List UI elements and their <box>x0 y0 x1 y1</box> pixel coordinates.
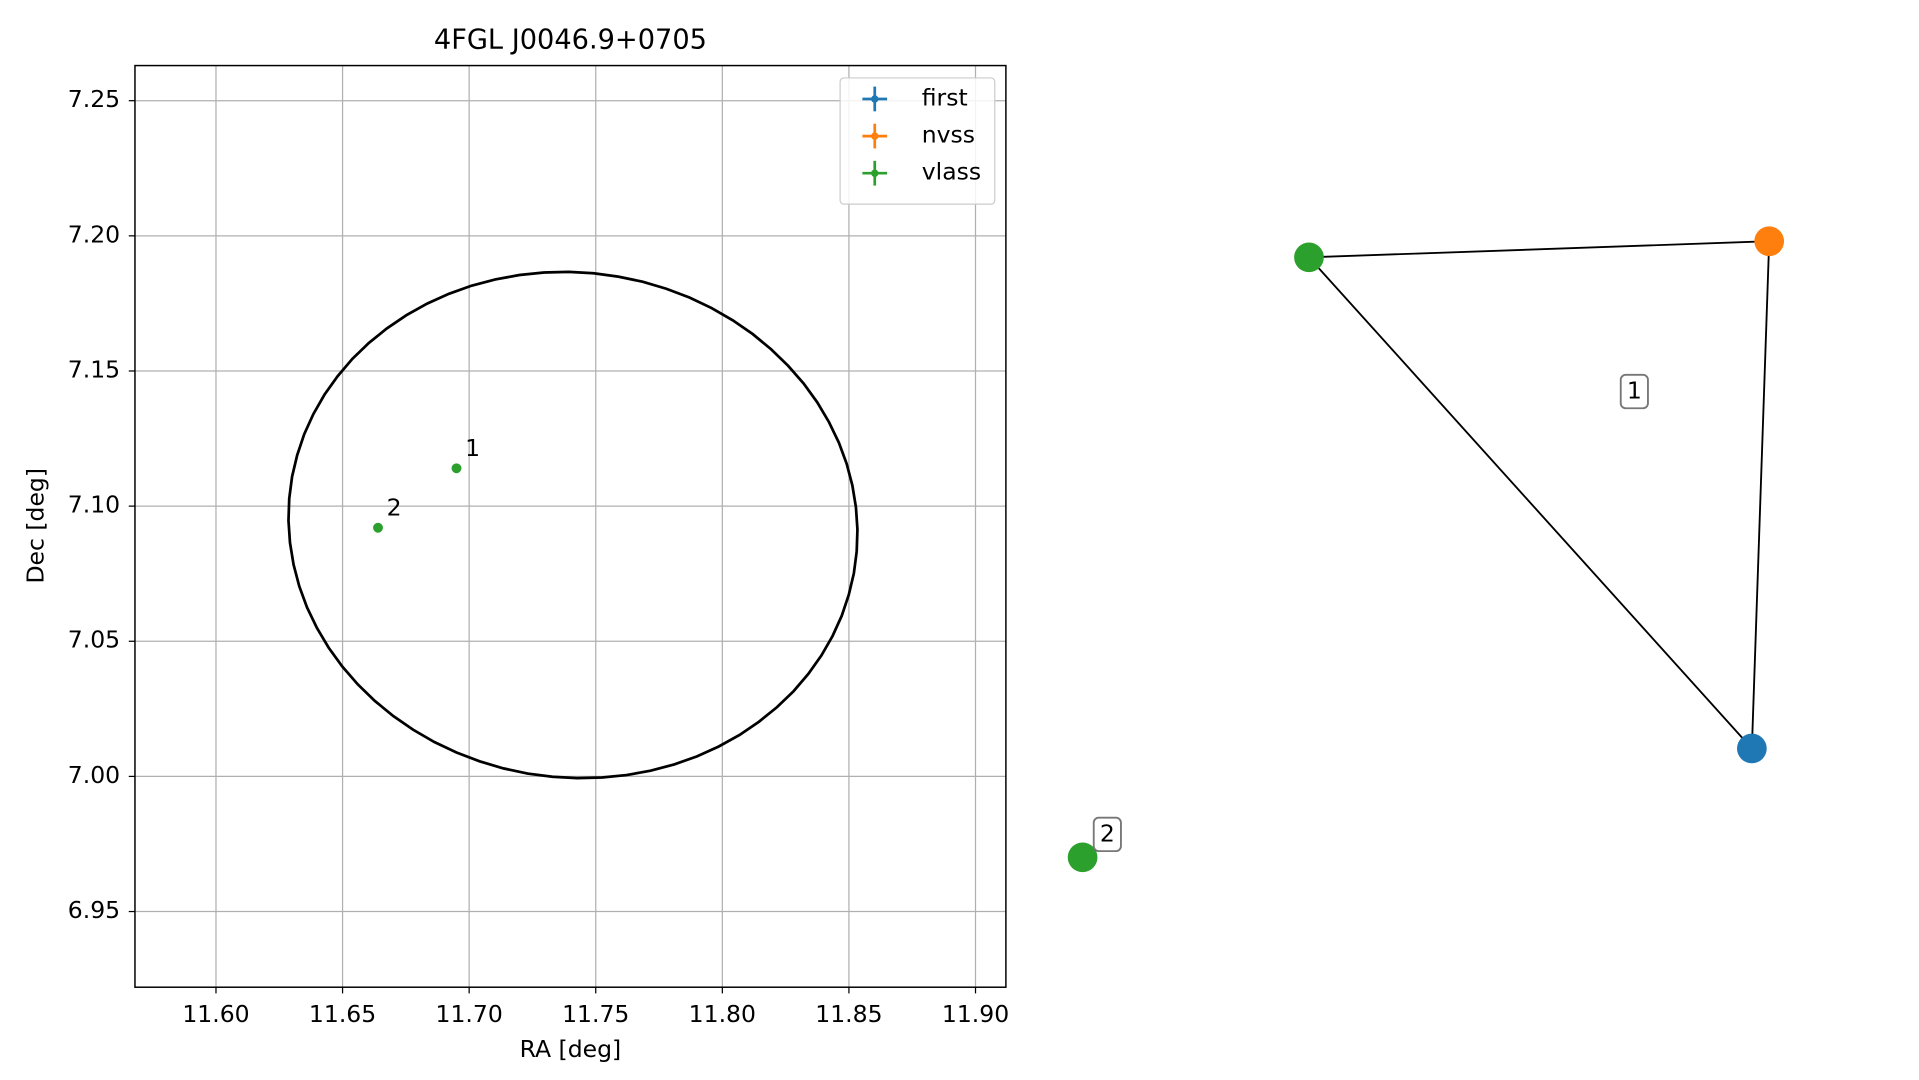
legend-label: nvss <box>922 121 975 149</box>
legend-marker <box>871 169 879 177</box>
legend-label: vlass <box>922 158 981 186</box>
graph-edge <box>1750 241 1771 749</box>
point-label: 1 <box>465 434 480 462</box>
y-tick-label: 6.95 <box>68 896 120 924</box>
graph-edge <box>1308 240 1770 259</box>
graph-node <box>1737 733 1767 764</box>
y-tick-label: 7.05 <box>68 626 120 654</box>
cluster-label: 1 <box>1627 377 1642 405</box>
graph-edge <box>1308 256 1753 750</box>
error-ellipse <box>287 270 859 780</box>
data-point <box>451 463 462 474</box>
cluster-label: 2 <box>1100 820 1115 848</box>
plot-frame <box>134 64 1007 988</box>
graph-node <box>1294 242 1324 273</box>
x-tick-label: 11.90 <box>942 1000 1009 1028</box>
x-tick-label: 11.60 <box>182 1000 249 1028</box>
y-tick-label: 7.20 <box>68 220 120 248</box>
x-tick-label: 11.80 <box>689 1000 756 1028</box>
label-box <box>1092 816 1122 853</box>
y-tick-label: 7.25 <box>68 85 120 113</box>
y-tick-label: 7.10 <box>68 491 120 519</box>
chart-title: 4FGL J0046.9+0705 <box>434 24 707 55</box>
x-tick-label: 11.75 <box>562 1000 629 1028</box>
legend-marker <box>871 132 879 140</box>
label-box <box>1619 373 1649 410</box>
point-label: 2 <box>387 494 402 522</box>
x-axis-label: RA [deg] <box>520 1035 622 1063</box>
y-tick-label: 7.15 <box>68 355 120 383</box>
legend-label: first <box>922 83 968 111</box>
graph-node <box>1754 226 1785 257</box>
x-tick-label: 11.85 <box>815 1000 882 1028</box>
data-point <box>373 522 383 533</box>
y-axis-label: Dec [deg] <box>22 468 50 584</box>
x-tick-label: 11.65 <box>309 1000 376 1028</box>
y-tick-label: 7.00 <box>68 761 120 789</box>
x-tick-label: 11.70 <box>436 1000 503 1028</box>
graph-node <box>1067 842 1098 873</box>
legend-marker <box>871 95 879 103</box>
